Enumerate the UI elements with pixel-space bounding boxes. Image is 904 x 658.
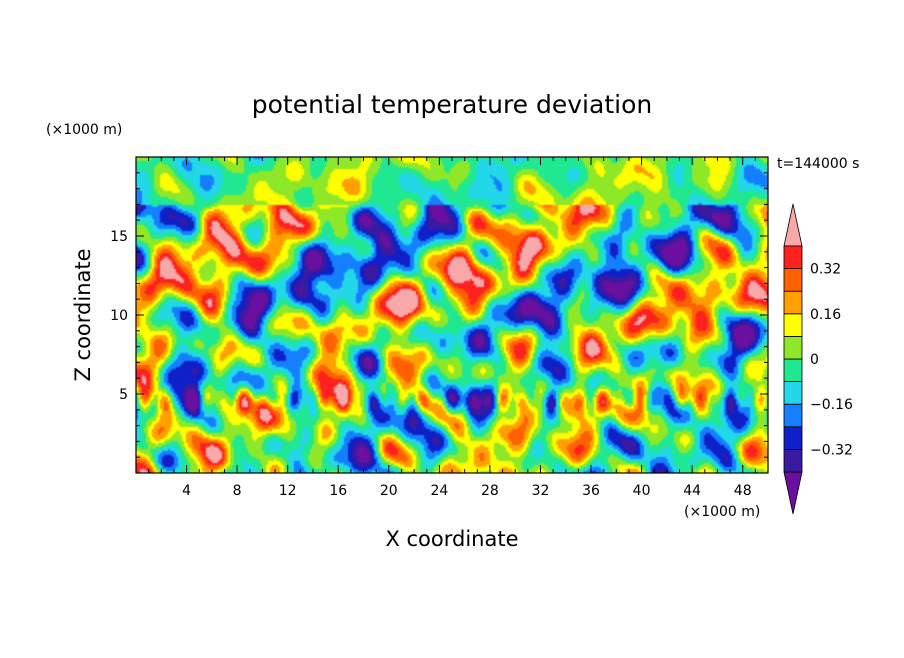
- x-unit-label: (×1000 m): [684, 504, 760, 520]
- colorbar-tick-label: 0: [810, 352, 819, 368]
- colorbar-tick-label: −0.16: [810, 397, 853, 413]
- x-tick-label: 36: [582, 483, 600, 499]
- y-tick-label: 10: [110, 308, 128, 324]
- chart-title: potential temperature deviation: [252, 90, 652, 119]
- colorbar-tick-label: 0.16: [810, 307, 841, 323]
- y-axis-title: Z coordinate: [71, 248, 95, 381]
- colorbar-tick-label: −0.32: [810, 442, 853, 458]
- colorbar-bin: [783, 448, 803, 473]
- y-tick-label: 15: [110, 229, 128, 245]
- colorbar-bin: [783, 426, 803, 450]
- colorbar-arrow-high: [783, 203, 803, 247]
- x-tick-label: 28: [481, 483, 499, 499]
- x-tick-label: 20: [380, 483, 398, 499]
- x-tick-label: 4: [182, 483, 191, 499]
- y-axis: 5 10 15: [110, 172, 768, 458]
- colorbar-tick-label: 0.32: [810, 262, 841, 278]
- colorbar-bin: [783, 290, 803, 315]
- colorbar-bin: [783, 268, 803, 292]
- colorbar-bin: [783, 245, 803, 270]
- colorbar-bin: [783, 313, 803, 337]
- x-tick-label: 8: [233, 483, 242, 499]
- x-tick-label: 16: [329, 483, 347, 499]
- colorbar-bin: [783, 403, 803, 428]
- contour-field-image: [136, 157, 768, 473]
- x-tick-label: 40: [633, 483, 651, 499]
- contour-field: [136, 157, 768, 473]
- y-unit-label: (×1000 m): [46, 122, 122, 138]
- y-tick-label: 5: [119, 387, 128, 403]
- x-tick-label: 48: [734, 483, 752, 499]
- time-label: t=144000 s: [777, 156, 859, 172]
- colorbar-bin: [783, 381, 803, 405]
- colorbar-bin: [783, 335, 803, 360]
- x-axis-title: X coordinate: [385, 527, 518, 551]
- colorbar-bin: [783, 358, 803, 383]
- x-axis: 4 8 12 16 20 24 28 32 36 40 44 48: [148, 157, 756, 499]
- x-tick-label: 32: [532, 483, 550, 499]
- x-tick-label: 44: [683, 483, 701, 499]
- colorbar: 0.32 0.16 0 −0.16 −0.32: [783, 203, 853, 515]
- x-tick-label: 24: [430, 483, 448, 499]
- colorbar-arrow-low: [783, 471, 803, 515]
- x-tick-label: 12: [279, 483, 297, 499]
